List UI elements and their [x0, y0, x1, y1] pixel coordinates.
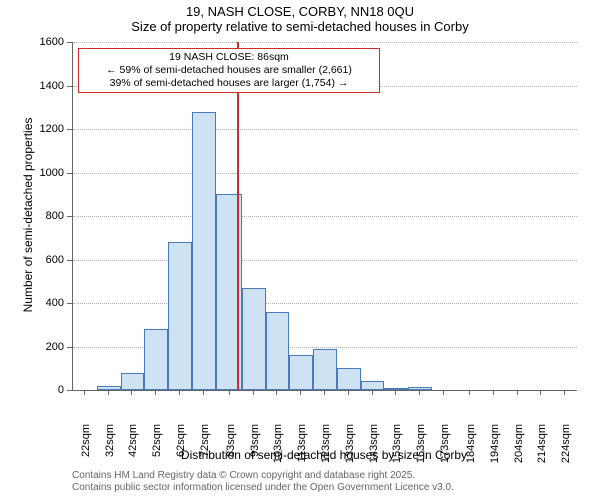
xtick-mark: [443, 390, 444, 395]
xtick-mark: [179, 390, 180, 395]
xtick-mark: [419, 390, 420, 395]
annotation-line2: ← 59% of semi-detached houses are smalle…: [85, 64, 373, 77]
histogram-bar: [289, 355, 313, 390]
gridline: [73, 260, 577, 261]
xtick-mark: [372, 390, 373, 395]
xtick-mark: [84, 390, 85, 395]
gridline: [73, 216, 577, 217]
x-axis-label: Distribution of semi-detached houses by …: [72, 448, 576, 462]
xtick-mark: [229, 390, 230, 395]
ytick-label: 400: [0, 297, 64, 309]
footer-text: Contains HM Land Registry data © Crown c…: [72, 470, 454, 494]
histogram-bar: [192, 112, 216, 390]
property-marker-line: [237, 42, 239, 390]
xtick-mark: [108, 390, 109, 395]
histogram-bar: [313, 349, 337, 390]
chart-title-line2: Size of property relative to semi-detach…: [0, 19, 600, 34]
xtick-mark: [155, 390, 156, 395]
histogram-bar: [121, 373, 145, 390]
histogram-bar: [361, 381, 385, 390]
plot-area: [72, 42, 577, 391]
annotation-line3: 39% of semi-detached houses are larger (…: [85, 77, 373, 90]
histogram-bar: [168, 242, 192, 390]
xtick-mark: [540, 390, 541, 395]
chart-title-line1: 19, NASH CLOSE, CORBY, NN18 0QU: [0, 4, 600, 19]
ytick-label: 600: [0, 254, 64, 266]
histogram-bar: [266, 312, 290, 390]
gridline: [73, 303, 577, 304]
footer-line1: Contains HM Land Registry data © Crown c…: [72, 470, 454, 482]
gridline: [73, 129, 577, 130]
annotation-box: 19 NASH CLOSE: 86sqm← 59% of semi-detach…: [78, 48, 380, 93]
xtick-mark: [395, 390, 396, 395]
histogram-bar: [144, 329, 168, 390]
ytick-label: 0: [0, 384, 64, 396]
xtick-mark: [493, 390, 494, 395]
xtick-mark: [564, 390, 565, 395]
xtick-mark: [131, 390, 132, 395]
gridline: [73, 173, 577, 174]
xtick-mark: [300, 390, 301, 395]
xtick-mark: [203, 390, 204, 395]
chart-container: 19, NASH CLOSE, CORBY, NN18 0QU Size of …: [0, 0, 600, 500]
footer-line2: Contains public sector information licen…: [72, 482, 454, 494]
xtick-mark: [517, 390, 518, 395]
annotation-line1: 19 NASH CLOSE: 86sqm: [85, 51, 373, 64]
xtick-mark: [348, 390, 349, 395]
ytick-label: 1400: [0, 80, 64, 92]
xtick-mark: [276, 390, 277, 395]
ytick-label: 1200: [0, 123, 64, 135]
histogram-bar: [337, 368, 361, 390]
histogram-bar: [242, 288, 266, 390]
ytick-label: 1600: [0, 36, 64, 48]
ytick-label: 200: [0, 341, 64, 353]
ytick-label: 800: [0, 210, 64, 222]
xtick-mark: [253, 390, 254, 395]
xtick-mark: [469, 390, 470, 395]
ytick-label: 1000: [0, 167, 64, 179]
xtick-mark: [324, 390, 325, 395]
chart-title-block: 19, NASH CLOSE, CORBY, NN18 0QU Size of …: [0, 4, 600, 34]
gridline: [73, 42, 577, 43]
